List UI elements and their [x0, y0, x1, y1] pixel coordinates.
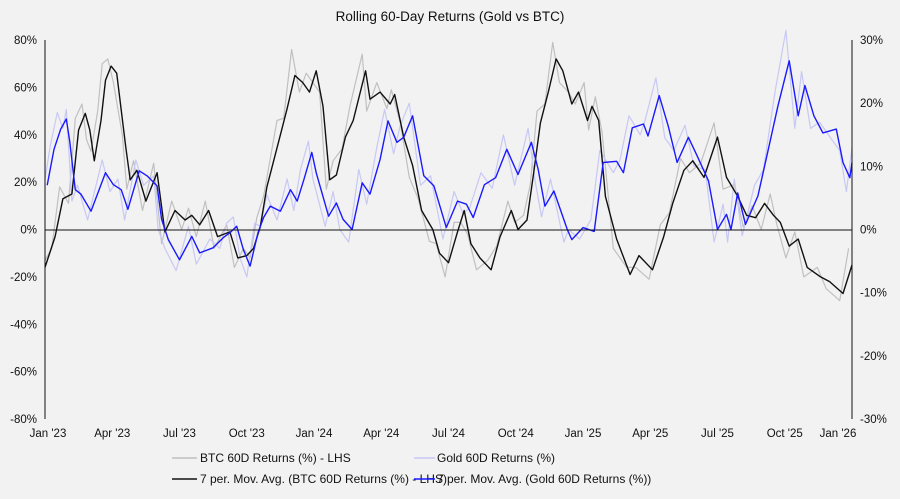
right-axis-tick-label: 10% [860, 161, 883, 173]
left-axis-tick-label: -60% [10, 367, 37, 379]
x-axis-tick-label: Jan '25 [565, 428, 602, 440]
x-axis-tick-label: Jul '23 [163, 428, 196, 440]
left-axis-tick-label: 20% [14, 177, 37, 189]
x-axis-tick-label: Oct '24 [498, 428, 535, 440]
right-axis-tick-label: 0% [860, 225, 877, 237]
x-axis-tick-label: Oct '23 [229, 428, 265, 440]
right-axis-tick-label: -30% [860, 414, 887, 426]
left-axis-tick-label: -20% [10, 272, 37, 284]
x-axis-tick-label: Jul '25 [701, 428, 734, 440]
x-axis-tick-label: Jul '24 [432, 428, 465, 440]
right-axis-tick-label: -20% [860, 351, 887, 363]
legend-label-btc-raw: BTC 60D Returns (%) - LHS [200, 451, 351, 465]
x-axis-tick-label: Apr '25 [632, 428, 668, 440]
left-axis-tick-label: -80% [10, 414, 37, 426]
ticks-layer: 80% 60% 40% 20% 0% -20% -40% -60% -80% 30% 20% 10% 0… [10, 35, 887, 440]
left-axis-tick-label: 60% [14, 82, 37, 94]
legend: BTC 60D Returns (%) - LHS Gold 60D Retur… [172, 451, 651, 486]
x-axis-tick-label: Jan '23 [30, 428, 67, 440]
gold-60d-returns-line [44, 29, 853, 278]
left-axis-tick-label: -40% [10, 319, 37, 331]
left-axis-tick-label: 0% [20, 225, 37, 237]
legend-item-gold-ma[interactable]: 7 per. Mov. Avg. (Gold 60D Returns (%)) [414, 472, 651, 486]
btc-moving-average-line [44, 58, 853, 295]
legend-label-btc-ma: 7 per. Mov. Avg. (BTC 60D Returns (%) - … [200, 472, 447, 486]
btc-60d-returns-line [44, 41, 850, 302]
x-axis-tick-label: Oct '25 [767, 428, 803, 440]
legend-item-gold-raw[interactable]: Gold 60D Returns (%) [414, 451, 555, 465]
x-axis-tick-label: Apr '23 [94, 428, 130, 440]
legend-item-btc-raw[interactable]: BTC 60D Returns (%) - LHS [172, 451, 351, 465]
series-layer [44, 29, 853, 302]
x-axis-tick-label: Jan '26 [820, 428, 857, 440]
legend-label-gold-raw: Gold 60D Returns (%) [437, 451, 555, 465]
right-axis-tick-label: -10% [860, 288, 887, 300]
legend-label-gold-ma: 7 per. Mov. Avg. (Gold 60D Returns (%)) [437, 472, 651, 486]
gold-moving-average-line [46, 60, 853, 267]
right-axis-tick-label: 30% [860, 35, 883, 47]
right-axis-tick-label: 20% [860, 98, 883, 110]
left-axis-tick-label: 80% [14, 35, 37, 47]
chart-title: Rolling 60-Day Returns (Gold vs BTC) [336, 9, 565, 24]
legend-item-btc-ma[interactable]: 7 per. Mov. Avg. (BTC 60D Returns (%) - … [172, 472, 447, 486]
x-axis-tick-label: Apr '24 [363, 428, 400, 440]
left-axis-tick-label: 40% [14, 130, 37, 142]
x-axis-tick-label: Jan '24 [296, 428, 333, 440]
